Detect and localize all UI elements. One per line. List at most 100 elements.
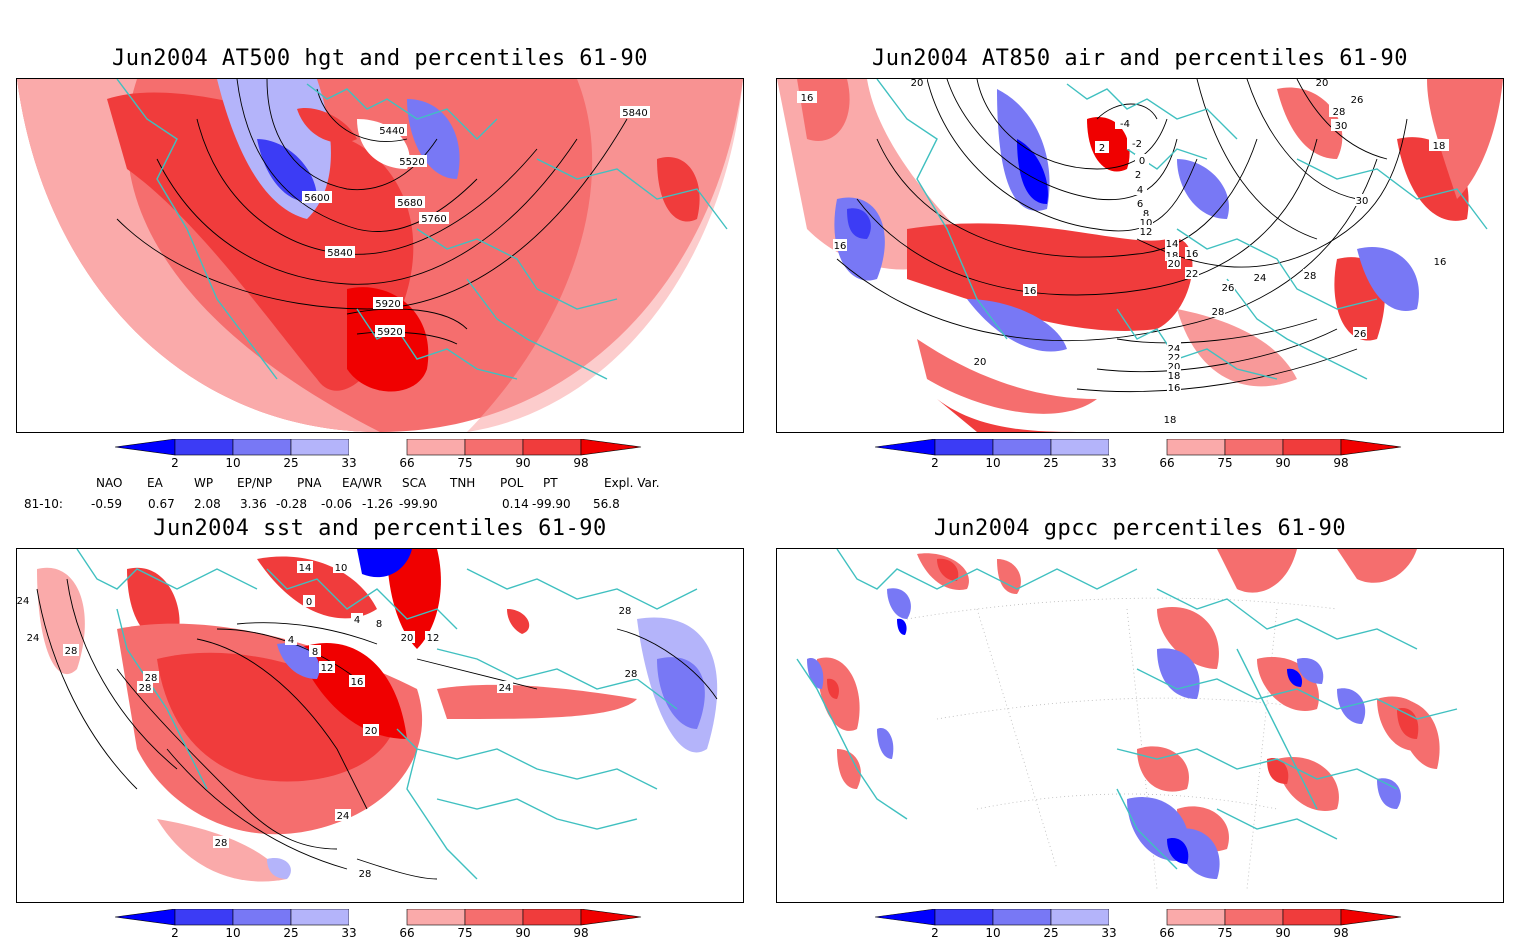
tele-header: NAO (96, 476, 123, 490)
colorbar-tick: 2 (931, 926, 939, 939)
colorbar-tick: 2 (171, 456, 179, 469)
colorbar-hgt: 2 10 25 33 66 75 90 98 (114, 438, 645, 470)
map-air: 16 20 20 26 28 30 18 -4 -2 2 0 2 4 6 8 1… (777, 79, 1503, 432)
contour-label: 24 (499, 683, 512, 694)
colorbar-tick: 98 (1333, 926, 1348, 939)
contour-label: 5680 (397, 198, 422, 209)
tele-value: -99.90 (399, 497, 438, 511)
contour-label: 16 (1024, 286, 1037, 297)
tele-header: PT (543, 476, 558, 490)
tele-value: -0.59 (91, 497, 123, 511)
contour-label: 5840 (622, 108, 647, 119)
colorbar-tick: 90 (1275, 926, 1290, 939)
tele-value: 0.67 (148, 497, 175, 511)
tele-value: 0.14 (502, 497, 529, 511)
tele-header: Expl. Var. (604, 476, 660, 490)
tele-header: WP (194, 476, 214, 490)
colorbar-tick: 25 (1043, 456, 1058, 469)
contour-label: 8 (376, 619, 382, 630)
contour-label: 18 (1166, 251, 1179, 262)
colorbar-tick: 90 (1275, 456, 1290, 469)
contour-label: 4 (354, 615, 360, 626)
contour-label: 5760 (421, 214, 446, 225)
contour-label: 20 (365, 726, 378, 737)
tele-header: EP/NP (237, 476, 273, 490)
panel-title-sst: Jun2004 sst and percentiles 61-90 (153, 516, 607, 541)
tele-header: EA (147, 476, 163, 490)
tele-value: -0.06 (321, 497, 353, 511)
contour-label: 24 (337, 811, 350, 822)
panel-title-hgt: Jun2004 AT500 hgt and percentiles 61-90 (111, 46, 649, 71)
contour-label: 16 (801, 93, 814, 104)
colorbar-tick: 10 (225, 926, 240, 939)
contour-label: 5920 (377, 327, 402, 338)
panel-title-gpcc: Jun2004 gpcc percentiles 61-90 (933, 516, 1347, 541)
colorbar-tick: 75 (457, 456, 472, 469)
contour-label: 22 (1186, 269, 1199, 280)
map-gpcc (777, 549, 1503, 902)
colorbar-tick: 75 (457, 926, 472, 939)
contour-labels: 5440 5520 5600 5680 5760 5840 5840 5920 … (302, 106, 650, 338)
colorbar-tick: 2 (931, 456, 939, 469)
contour-label: 5600 (304, 193, 329, 204)
contour-label: 20 (1316, 79, 1329, 89)
contour-label: 12 (1140, 227, 1153, 238)
colorbar-tick: 25 (1043, 926, 1058, 939)
contour-label: 30 (1356, 196, 1369, 207)
tele-value: -1.26 (362, 497, 394, 511)
colorbar-tick: 10 (225, 456, 240, 469)
contour-label: 28 (145, 673, 158, 684)
map-panel-sst: 24 24 28 28 28 16 20 24 28 0 4 8 12 20 1… (16, 548, 744, 903)
colorbar-tick: 66 (1159, 456, 1174, 469)
colorbar-tick: 75 (1217, 456, 1232, 469)
tele-row-label: 81-10: (24, 497, 63, 511)
contour-label: -2 (1132, 139, 1142, 150)
contour-label: 28 (1212, 307, 1225, 318)
tele-header: TNH (450, 476, 476, 490)
contour-label: 10 (335, 563, 348, 574)
contour-label: 16 (1168, 383, 1181, 394)
tele-value: -99.90 (532, 497, 571, 511)
contour-label: 24 (17, 596, 29, 607)
contour-label: 28 (619, 606, 632, 617)
contour-label: 0 (1139, 156, 1145, 167)
contour-label: 18 (1164, 415, 1177, 426)
contour-label: 26 (1354, 329, 1367, 340)
contour-label: 20 (1168, 259, 1181, 270)
contour-label: 16 (1186, 249, 1199, 260)
tele-header: EA/WR (342, 476, 383, 490)
contour-label: 2 (1135, 170, 1141, 181)
contour-label: 2 (1099, 143, 1105, 154)
contour-label: 24 (1168, 344, 1181, 355)
colorbar-tick: 66 (399, 456, 414, 469)
contour-label: 4 (1137, 185, 1143, 196)
contour-label: 28 (139, 683, 152, 694)
contour-label: 24 (27, 633, 40, 644)
colorbar-tick: 98 (1333, 456, 1348, 469)
contour-labels: 16 20 20 26 28 30 18 -4 -2 2 0 2 4 6 8 1… (797, 79, 1449, 426)
contour-label: 5440 (379, 126, 404, 137)
map-panel-air: 16 20 20 26 28 30 18 -4 -2 2 0 2 4 6 8 1… (776, 78, 1504, 433)
colorbar-tick: 98 (573, 926, 588, 939)
contour-label: 8 (1143, 209, 1149, 220)
contour-label: 28 (625, 669, 638, 680)
contour-label: 18 (1433, 141, 1446, 152)
contour-label: 5840 (327, 248, 352, 259)
contour-label: 28 (1333, 107, 1346, 118)
colorbar-tick: 66 (1159, 926, 1174, 939)
map-hgt: 5440 5520 5600 5680 5760 5840 5840 5920 … (17, 79, 743, 432)
colorbar-tick: 75 (1217, 926, 1232, 939)
tele-value: 3.36 (240, 497, 267, 511)
contour-label: 26 (1222, 283, 1235, 294)
panel-title-air: Jun2004 AT850 air and percentiles 61-90 (871, 46, 1409, 71)
colorbar-tick: 25 (283, 456, 298, 469)
tele-header: PNA (297, 476, 322, 490)
colorbar-tick: 10 (985, 456, 1000, 469)
contour-label: 12 (321, 663, 334, 674)
colorbar-tick: 66 (399, 926, 414, 939)
colorbar-gpcc: 2 10 25 33 66 75 90 98 (874, 908, 1405, 940)
contour-label: 18 (1168, 371, 1181, 382)
contour-label: 5920 (375, 299, 400, 310)
tele-header: POL (500, 476, 524, 490)
colorbar-tick: 90 (515, 456, 530, 469)
